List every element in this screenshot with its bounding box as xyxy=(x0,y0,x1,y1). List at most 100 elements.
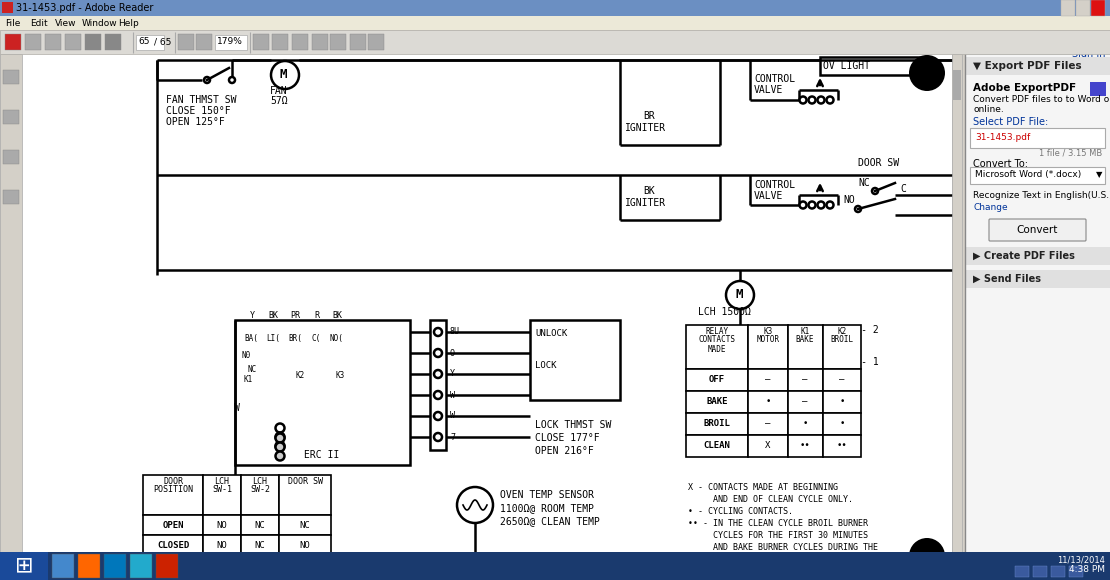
Circle shape xyxy=(275,433,284,443)
Bar xyxy=(0,54,22,578)
Bar xyxy=(203,475,241,515)
Text: OVEN TEMP SENSOR: OVEN TEMP SENSOR xyxy=(500,490,594,500)
Text: SW-1: SW-1 xyxy=(212,485,232,495)
Bar xyxy=(686,325,748,369)
Bar xyxy=(143,475,203,515)
Circle shape xyxy=(909,55,945,91)
Text: Help: Help xyxy=(118,19,139,27)
Bar xyxy=(312,34,327,50)
Text: UNLOCK: UNLOCK xyxy=(535,328,567,338)
FancyBboxPatch shape xyxy=(989,219,1086,241)
Circle shape xyxy=(275,423,284,433)
Bar xyxy=(686,435,748,457)
Bar xyxy=(3,70,19,84)
Text: File: File xyxy=(6,19,20,27)
Text: 2650Ω@ CLEAN TEMP: 2650Ω@ CLEAN TEMP xyxy=(500,516,599,526)
Text: OFF: OFF xyxy=(709,375,725,385)
Text: AND END OF CLEAN CYCLE ONLY.: AND END OF CLEAN CYCLE ONLY. xyxy=(688,495,852,505)
Text: NC: NC xyxy=(254,520,265,530)
Bar xyxy=(143,515,203,535)
Text: M: M xyxy=(735,288,743,302)
Text: –: – xyxy=(803,397,808,407)
Text: K1: K1 xyxy=(800,327,809,335)
Text: 31-1453.pdf - Adobe Reader: 31-1453.pdf - Adobe Reader xyxy=(16,3,153,13)
Text: SW-2: SW-2 xyxy=(250,485,270,495)
Text: NO(: NO( xyxy=(330,334,344,343)
Bar xyxy=(970,167,1104,184)
Bar xyxy=(157,554,178,578)
Text: K3: K3 xyxy=(335,371,344,379)
Circle shape xyxy=(909,538,945,574)
Text: X - CONTACTS MADE AT BEGINNING: X - CONTACTS MADE AT BEGINNING xyxy=(688,484,838,492)
Text: Edit: Edit xyxy=(30,19,48,27)
Circle shape xyxy=(434,412,442,420)
Bar xyxy=(748,325,788,369)
Circle shape xyxy=(434,433,442,441)
Text: OPEN 125°F: OPEN 125°F xyxy=(166,117,224,127)
Text: BR: BR xyxy=(643,111,655,121)
Text: online.: online. xyxy=(973,104,1003,114)
Bar xyxy=(0,30,1110,54)
Circle shape xyxy=(271,61,299,89)
Text: CLEAN: CLEAN xyxy=(704,441,730,451)
Text: CLOSE 150°F: CLOSE 150°F xyxy=(166,106,231,116)
Bar xyxy=(22,54,952,578)
Bar xyxy=(330,34,346,50)
Text: Convert: Convert xyxy=(1017,225,1058,235)
Circle shape xyxy=(808,96,816,103)
Bar xyxy=(104,554,127,578)
Text: X: X xyxy=(765,441,770,451)
Bar xyxy=(46,34,61,50)
Bar xyxy=(952,54,962,578)
Bar xyxy=(1033,566,1047,577)
Text: 31-1453.pdf: 31-1453.pdf xyxy=(975,133,1030,143)
Bar xyxy=(0,552,48,580)
Text: LI(: LI( xyxy=(266,334,280,343)
Circle shape xyxy=(799,96,807,103)
Circle shape xyxy=(855,206,861,212)
Bar xyxy=(105,34,121,50)
Text: VALVE: VALVE xyxy=(754,85,784,95)
Text: ▶ Send Files: ▶ Send Files xyxy=(973,274,1041,284)
Bar xyxy=(686,391,748,413)
Bar xyxy=(130,554,152,578)
Bar xyxy=(203,535,241,555)
Text: LCH SW - 2: LCH SW - 2 xyxy=(820,325,879,335)
Circle shape xyxy=(275,443,284,451)
Text: BA(: BA( xyxy=(244,334,258,343)
Text: –: – xyxy=(765,419,770,429)
Text: BK: BK xyxy=(268,310,278,320)
Bar xyxy=(253,34,269,50)
Bar xyxy=(788,325,823,369)
Bar xyxy=(137,35,164,50)
Text: M: M xyxy=(280,68,287,82)
Bar xyxy=(78,554,100,578)
Circle shape xyxy=(799,201,807,208)
Bar xyxy=(0,552,1110,580)
Text: NO: NO xyxy=(300,541,311,549)
Text: FAN THMST SW: FAN THMST SW xyxy=(166,95,236,105)
Text: BAKE: BAKE xyxy=(796,335,815,345)
Circle shape xyxy=(434,370,442,378)
Bar xyxy=(279,515,331,535)
Text: View: View xyxy=(56,19,77,27)
Bar xyxy=(788,391,823,413)
Text: K3: K3 xyxy=(764,327,773,335)
Bar xyxy=(965,270,1110,288)
Circle shape xyxy=(872,188,878,194)
Text: 4:38 PM: 4:38 PM xyxy=(1069,566,1104,575)
Text: Microsoft Word (*.docx): Microsoft Word (*.docx) xyxy=(975,171,1081,179)
Bar xyxy=(279,555,331,575)
Text: 11/13/2014: 11/13/2014 xyxy=(1057,556,1104,564)
Text: FAN: FAN xyxy=(270,86,287,96)
Text: NO: NO xyxy=(300,560,311,570)
Text: NO: NO xyxy=(216,520,228,530)
Bar xyxy=(1051,566,1064,577)
Circle shape xyxy=(817,96,825,103)
Text: Y: Y xyxy=(450,369,455,379)
Text: NC: NC xyxy=(858,178,870,188)
Text: –: – xyxy=(839,375,845,385)
Bar xyxy=(748,391,788,413)
Text: / 65: / 65 xyxy=(154,38,171,46)
Text: VALVE: VALVE xyxy=(754,191,784,201)
